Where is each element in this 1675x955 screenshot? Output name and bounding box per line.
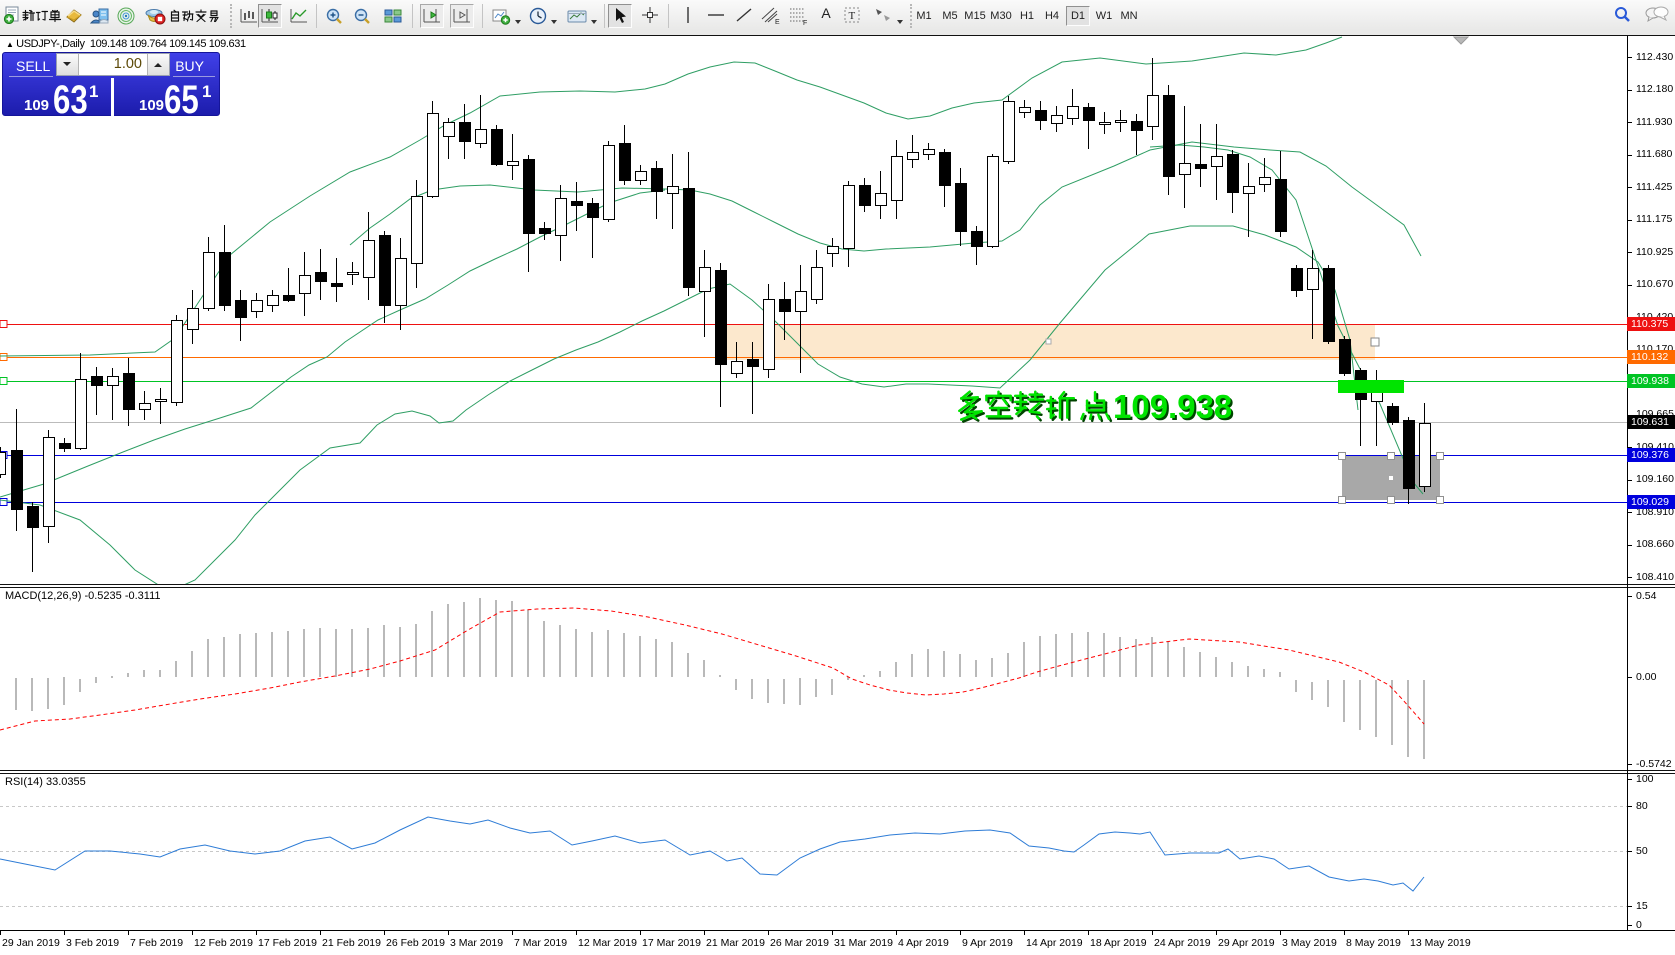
svg-text:T: T: [849, 10, 856, 22]
svg-text:109.938: 109.938: [1113, 388, 1232, 425]
svg-text:F: F: [803, 20, 807, 25]
svg-text:109.938: 109.938: [1115, 390, 1234, 427]
svg-text:E: E: [775, 19, 780, 25]
